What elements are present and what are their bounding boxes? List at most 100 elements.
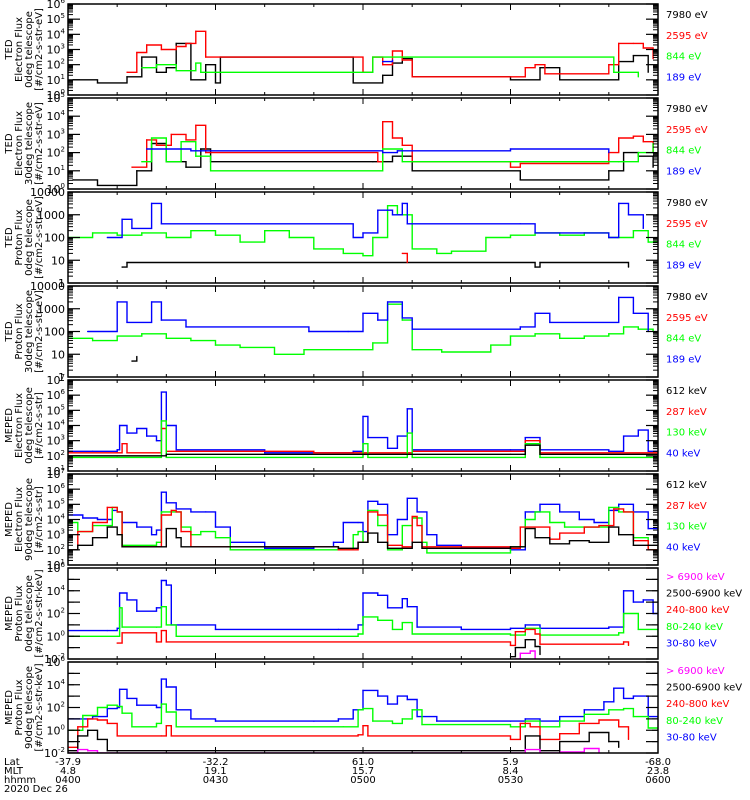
data-point	[141, 56, 143, 58]
series-group	[68, 678, 658, 753]
data-point	[647, 71, 649, 73]
series-group	[68, 391, 658, 459]
data-point	[126, 71, 128, 73]
y-tick-mantissa: 10	[47, 13, 61, 26]
y-tick-label: 10000	[30, 280, 65, 293]
y-tick-label: 102	[47, 146, 65, 160]
y-tick-mantissa: 10	[47, 44, 61, 57]
data-point	[119, 688, 121, 690]
data-point	[622, 326, 625, 328]
data-point	[121, 626, 123, 628]
y-tick-mantissa: 10	[47, 420, 61, 433]
data-point	[377, 161, 379, 163]
data-point	[175, 511, 177, 513]
data-point	[136, 526, 138, 528]
data-point	[160, 735, 163, 737]
data-point	[382, 74, 384, 76]
data-point	[131, 726, 133, 728]
data-point	[116, 706, 118, 709]
data-point	[165, 584, 167, 586]
y-tick-label: 101	[47, 73, 65, 87]
y-tick-exponent: 4	[61, 513, 66, 521]
series-line-189-ev	[382, 60, 394, 63]
x-tick-value: -32.2	[203, 757, 229, 768]
data-point	[362, 708, 364, 710]
legend-entry: 7980 eV	[666, 198, 708, 209]
x-row-label-mlt: MLT	[4, 766, 24, 777]
data-point	[119, 607, 121, 609]
data-point	[160, 319, 163, 321]
data-point	[519, 162, 521, 165]
y-tick-mantissa: 10	[51, 348, 65, 361]
data-point	[583, 335, 585, 337]
legend-entry: 240-800 keV	[666, 699, 730, 710]
data-point	[214, 720, 217, 722]
data-point	[357, 541, 359, 543]
data-point	[377, 503, 379, 505]
data-point	[514, 647, 517, 649]
data-point	[313, 720, 315, 722]
legend-entry: 612 keV	[666, 386, 707, 397]
panel-frame	[67, 3, 659, 96]
data-point	[155, 440, 158, 442]
data-point	[578, 518, 580, 521]
series-line-7980-ev	[72, 42, 649, 84]
data-point	[96, 738, 99, 740]
data-point	[136, 610, 138, 612]
y-tick-mantissa: 10	[47, 483, 61, 496]
data-point	[165, 528, 167, 530]
data-point	[367, 509, 369, 511]
y-axis-label-line: MEPED	[4, 502, 15, 537]
data-point	[519, 526, 521, 528]
data-point	[583, 713, 585, 715]
data-point	[401, 317, 403, 319]
y-tick-label: 107	[47, 373, 65, 387]
data-point	[121, 443, 123, 445]
data-point	[337, 718, 340, 720]
data-point	[534, 333, 536, 335]
legend-entry: 2500-6900 keV	[666, 589, 742, 600]
data-point	[165, 337, 167, 339]
data-point	[382, 64, 384, 66]
legend-entry: 80-240 keV	[666, 622, 723, 633]
y-tick-exponent: -2	[58, 746, 65, 754]
data-point	[116, 534, 118, 536]
data-point	[357, 709, 359, 711]
data-point	[406, 432, 408, 434]
data-point	[214, 537, 217, 539]
data-point	[352, 236, 354, 239]
y-tick-mantissa: 10	[47, 92, 61, 105]
y-tick-mantissa: 10	[47, 498, 61, 511]
data-point	[155, 641, 158, 643]
y-tick-exponent: 0	[61, 88, 65, 96]
data-point	[519, 179, 521, 181]
data-point	[165, 711, 167, 713]
data-point	[647, 241, 649, 243]
data-point	[608, 626, 610, 628]
series-line-612-kev	[68, 526, 658, 551]
data-point	[391, 214, 394, 216]
data-point	[608, 506, 610, 508]
data-point	[382, 148, 384, 150]
data-point	[411, 515, 413, 518]
data-point	[421, 547, 423, 549]
data-point	[549, 543, 551, 545]
y-tick-mantissa: 10	[47, 465, 61, 478]
data-point	[490, 344, 492, 346]
data-point	[583, 747, 585, 750]
data-point	[352, 450, 354, 452]
data-point	[642, 227, 644, 229]
y-axis-label-line: TED	[4, 227, 15, 248]
legend-entry: 80-240 keV	[666, 716, 723, 727]
data-point	[509, 726, 512, 728]
data-point	[618, 161, 620, 163]
data-point	[637, 152, 639, 154]
data-point	[150, 202, 153, 204]
data-point	[357, 531, 359, 533]
y-tick-label: 103	[47, 528, 65, 542]
data-point	[205, 152, 207, 154]
y-tick-label: 101	[47, 164, 65, 178]
data-point	[160, 606, 163, 608]
